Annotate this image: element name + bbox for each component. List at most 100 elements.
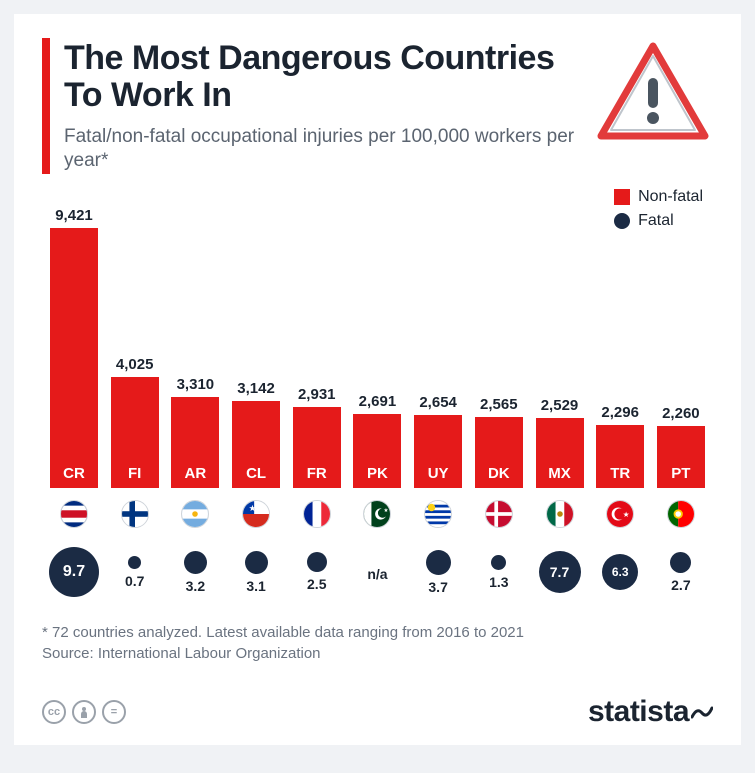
fatal-cl: 3.1 [228, 540, 284, 604]
bar-value-label: 2,691 [359, 393, 397, 410]
flag-icon [546, 500, 574, 528]
flag-icon [485, 500, 513, 528]
svg-text:★: ★ [623, 510, 630, 519]
bar: CL [232, 401, 280, 488]
bar-code-label: FI [111, 465, 159, 482]
bar-value-label: 4,025 [116, 356, 154, 373]
fatal-label: 2.7 [671, 577, 690, 593]
fatal-uy: 3.7 [410, 540, 466, 604]
footnote-line1: * 72 countries analyzed. Latest availabl… [42, 622, 713, 643]
brand-wave-icon [691, 705, 713, 719]
fatal-dot: 7.7 [539, 551, 581, 593]
fatal-cr: 9.7 [46, 540, 102, 604]
bar-pk: 2,691 PK [349, 393, 405, 488]
flag-pt [653, 500, 709, 528]
legend-nonfatal: Non-fatal [614, 188, 703, 206]
bar-tr: 2,296TR [592, 404, 648, 488]
flag-cr [46, 500, 102, 528]
flag-icon [121, 500, 149, 528]
fatal-fr: 2.5 [289, 540, 345, 604]
chart-title: The Most Dangerous Countries To Work In [64, 40, 583, 115]
flags-row: ★ ★ ★ [42, 500, 713, 528]
bar-value-label: 3,142 [237, 380, 275, 397]
bar-fi: 4,025 FI [107, 356, 163, 488]
fatal-label: 0.7 [125, 573, 144, 589]
title-block: The Most Dangerous Countries To Work In … [64, 38, 583, 174]
flag-icon [424, 500, 452, 528]
brand-text: statista [588, 695, 689, 729]
infographic-card: The Most Dangerous Countries To Work In … [14, 14, 741, 745]
bar: PT [657, 426, 705, 488]
bar: FR [293, 407, 341, 488]
bar-cr: 9,421 CR [46, 207, 102, 488]
bar-code-label: UY [414, 465, 462, 482]
bar-code-label: TR [596, 465, 644, 482]
bar: TR [596, 425, 644, 488]
flag-fr [289, 500, 345, 528]
footnote-line2: Source: International Labour Organizatio… [42, 643, 713, 664]
fatal-row: 9.7 0.7 3.2 3.1 2.5 n/a 3.7 1.3 7.7 6.3 2.7 [42, 540, 713, 604]
fatal-label: n/a [367, 566, 387, 582]
legend-nonfatal-label: Non-fatal [638, 188, 703, 206]
flag-icon [303, 500, 331, 528]
bar: AR [171, 397, 219, 488]
header: The Most Dangerous Countries To Work In … [42, 38, 713, 174]
bar: PK [353, 414, 401, 488]
flag-ar [167, 500, 223, 528]
bar-code-label: PK [353, 465, 401, 482]
flag-uy [410, 500, 466, 528]
bar-code-label: CL [232, 465, 280, 482]
bar-ar: 3,310 AR [167, 376, 223, 488]
fatal-label: 3.7 [428, 579, 447, 595]
bar-uy: 2,654UY [410, 394, 466, 488]
flag-icon [667, 500, 695, 528]
brand-logo: statista [588, 695, 713, 729]
flag-fi [107, 500, 163, 528]
fatal-tr: 6.3 [592, 540, 648, 604]
fatal-pk: n/a [349, 540, 405, 604]
flag-icon: ★ [606, 500, 634, 528]
flag-dk [471, 500, 527, 528]
fatal-dot: 6.3 [602, 554, 638, 590]
bar-value-label: 2,931 [298, 386, 336, 403]
svg-text:★: ★ [384, 507, 389, 514]
fatal-dot [184, 551, 207, 574]
footer: cc = statista [42, 695, 713, 729]
fatal-ar: 3.2 [167, 540, 223, 604]
bar-code-label: DK [475, 465, 523, 482]
fatal-dot [307, 552, 327, 572]
fatal-dot [670, 552, 691, 573]
fatal-fi: 0.7 [107, 540, 163, 604]
cc-icon: cc [42, 700, 66, 724]
bar-code-label: CR [50, 465, 98, 482]
bar-cl: 3,142 CL [228, 380, 284, 488]
bar-dk: 2,565DK [471, 396, 527, 488]
bar: MX [536, 418, 584, 488]
accent-bar [42, 38, 50, 174]
fatal-dk: 1.3 [471, 540, 527, 604]
bar-value-label: 3,310 [177, 376, 215, 393]
cc-icons: cc = [42, 700, 126, 724]
bar: DK [475, 417, 523, 488]
bar-mx: 2,529MX [532, 397, 588, 488]
flag-icon [60, 500, 88, 528]
legend-nonfatal-swatch [614, 189, 630, 205]
fatal-dot [128, 556, 141, 569]
flag-tr: ★ [592, 500, 648, 528]
cc-by-icon [72, 700, 96, 724]
flag-mx [532, 500, 588, 528]
bar: CR [50, 228, 98, 488]
fatal-label: 1.3 [489, 574, 508, 590]
fatal-label: 3.2 [186, 578, 205, 594]
bar-value-label: 9,421 [55, 207, 93, 224]
fatal-dot [245, 551, 268, 574]
cc-nd-icon: = [102, 700, 126, 724]
footnote: * 72 countries analyzed. Latest availabl… [42, 622, 713, 664]
bar-fr: 2,931 FR [289, 386, 345, 488]
svg-text:★: ★ [249, 503, 256, 513]
chart-subtitle: Fatal/non-fatal occupational injuries pe… [64, 125, 583, 174]
fatal-label: 2.5 [307, 576, 326, 592]
fatal-pt: 2.7 [653, 540, 709, 604]
bars-container: 9,421CR4,025FI3,310AR3,142CL2,931FR2,691… [42, 208, 713, 488]
bar-code-label: PT [657, 465, 705, 482]
